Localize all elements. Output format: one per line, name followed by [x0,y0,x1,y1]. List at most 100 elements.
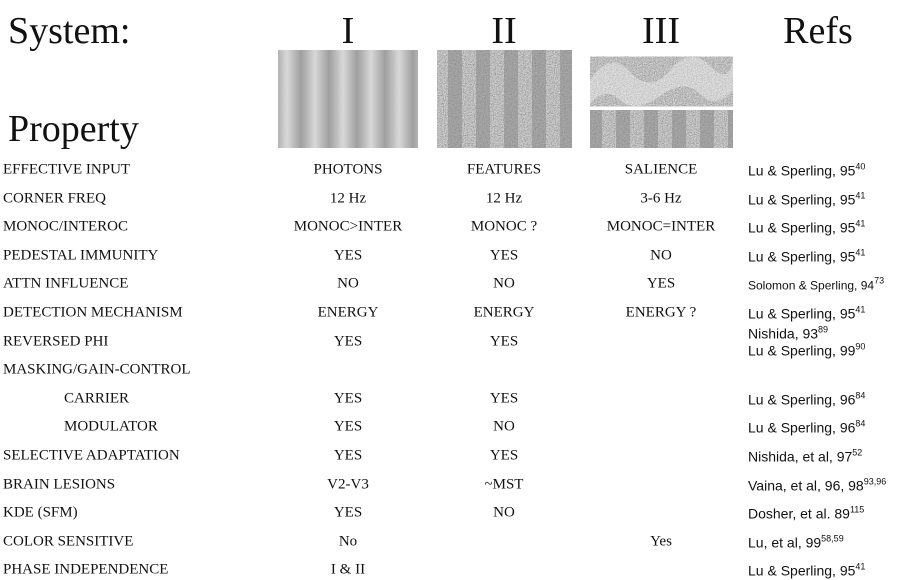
cell: 3-6 Hz [640,190,682,207]
cell: ENERGY ? [625,304,697,321]
system-label: System: [8,10,131,52]
reference-number: 41 [855,190,866,201]
cell: MONOC=INTER [606,218,716,235]
cell: YES [333,247,363,264]
reference-number: 41 [855,304,866,315]
reference-text: Lu & Sperling, 95 [748,162,856,179]
property: COLOR SENSITIVE [3,533,134,550]
cell: Yes [650,533,672,550]
property: KDE (SFM) [3,504,78,521]
reference: Lu & Sperling, 9541 [748,247,866,265]
cell: YES [333,418,363,435]
cell: FEATURES [466,161,542,178]
reference: Lu & Sperling, 9684 [748,390,866,408]
reference: Lu, et al, 9958,59 [748,533,844,551]
property: PEDESTAL IMMUNITY [3,247,159,264]
property: CORNER FREQ [3,190,106,207]
cell: SALIENCE [624,161,698,178]
cell: I & II [330,561,366,578]
cell: YES [333,447,363,464]
cell: V2-V3 [327,476,369,493]
property: ATTN INFLUENCE [3,275,129,292]
cell: YES [489,247,519,264]
column-header: III [642,10,680,52]
reference: Lu & Sperling, 9684 [748,418,866,436]
column-header: I [341,10,355,52]
cell: YES [489,390,519,407]
reference: Lu & Sperling, 9541 [748,218,866,236]
cell: YES [333,390,363,407]
reference-number: 84 [855,418,866,429]
cell: ENERGY [317,304,379,321]
property: MASKING/GAIN-CONTROL [3,361,191,378]
cell: NO [337,275,359,292]
cell: YES [333,333,363,350]
cell: YES [333,504,363,521]
cell: YES [489,333,519,350]
reference-text: Solomon & Sperling, 94 [748,278,875,293]
reference-number: 41 [855,247,866,258]
property: DETECTION MECHANISM [3,304,183,321]
cell: NO [493,275,515,292]
property: BRAIN LESIONS [3,476,116,493]
reference-number: 115 [849,504,865,515]
cell: YES [646,275,676,292]
reference-text: Nishida, et al, 97 [748,448,853,465]
property-label: Property [8,108,139,150]
property: REVERSED PHI [3,333,109,350]
reference-text: Lu & Sperling, 95 [748,219,856,236]
reference: Lu & Sperling, 9990 [748,341,866,359]
reference-number: 41 [855,561,866,572]
cell: NO [493,504,515,521]
reference-number: 52 [852,447,863,458]
property: PHASE INDEPENDENCE [3,561,169,578]
reference-text: Lu & Sperling, 99 [748,342,856,359]
reference-text: Dosher, et al. 89 [748,505,850,522]
reference: Dosher, et al. 89115 [748,504,865,522]
cell: ~MST [484,476,524,493]
reference-number: 73 [874,275,885,286]
property: EFFECTIVE INPUT [3,161,131,178]
reference-number: 93,96 [863,476,887,487]
reference: Lu & Sperling, 9541 [748,304,866,321]
reference: Lu & Sperling, 9540 [748,161,866,179]
property: MONOC/INTEROC [3,218,129,235]
reference-text: Lu, et al, 99 [748,534,822,551]
reference-number: 89 [818,324,829,335]
cell: NO [493,418,515,435]
cell: ENERGY [473,304,535,321]
cell: YES [489,447,519,464]
property: CARRIER [64,390,130,407]
reference: Vaina, et al, 96, 9893,96 [748,476,887,494]
stimulus-images [278,50,733,148]
cell: NO [650,247,672,264]
property: SELECTIVE ADAPTATION [3,447,180,464]
reference-number: 84 [855,390,866,401]
reference: Solomon & Sperling, 9473 [748,275,885,293]
reference-number: 58,59 [821,533,844,544]
reference-number: 41 [855,218,866,229]
cell: 12 Hz [329,190,367,207]
cell: MONOC>INTER [293,218,403,235]
reference-text: Lu & Sperling, 95 [748,191,856,208]
reference: Nishida, et al, 9752 [748,447,863,465]
property: MODULATOR [64,418,158,435]
image-first-order [278,50,418,148]
reference-text: Lu & Sperling, 95 [748,562,856,579]
image-third-order-top [590,56,733,107]
reference-text: Lu & Sperling, 96 [748,419,856,436]
cell: PHOTONS [313,161,383,178]
reference: Nishida, 9389 [748,324,829,342]
reference-text: Vaina, et al, 96, 98 [748,477,864,494]
reference-text: Lu & Sperling, 95 [748,248,856,265]
reference: Lu & Sperling, 9541 [748,190,866,208]
reference-number: 40 [855,161,866,172]
refs-header: Refs [783,10,853,52]
reference-text: Lu & Sperling, 96 [748,391,856,408]
cell: MONOC ? [470,218,538,235]
column-header: II [491,10,517,52]
reference-number: 90 [855,341,866,352]
reference: Lu & Sperling, 9541 [748,561,866,579]
reference-text: Nishida, 93 [748,325,819,342]
